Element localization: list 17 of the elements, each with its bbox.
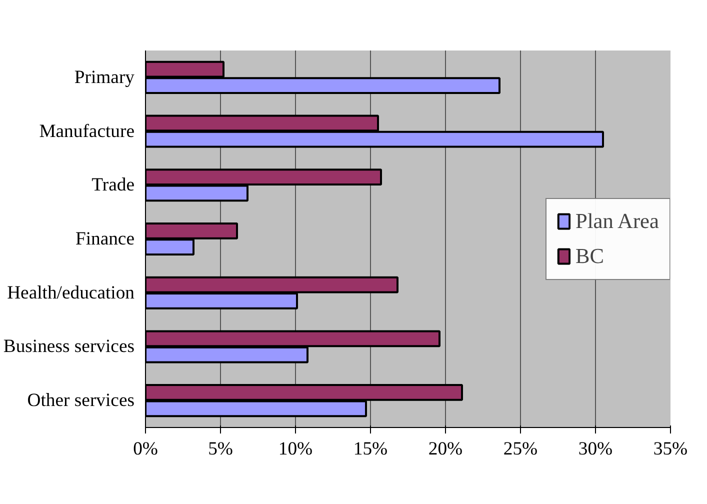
x-tick-label: 5% [208,438,233,460]
x-tick-label: 15% [353,438,388,460]
legend-label: BC [575,244,604,268]
y-tick-label: Finance [75,228,135,250]
x-tick-label: 0% [133,438,158,460]
x-tick-label: 25% [503,438,538,460]
y-tick-label: Primary [74,66,136,88]
x-tick-label: 30% [578,438,613,460]
y-tick-label: Other services [27,390,135,412]
y-tick-label: Health/education [7,282,136,304]
y-tick-label: Trade [92,174,134,196]
x-tick-label: 10% [278,438,313,460]
y-tick-label: Business services [3,336,135,358]
y-tick-label: Manufacture [39,120,135,142]
legend-label: Plan Area [575,208,659,234]
x-tick-label: 35% [653,438,688,460]
x-tick-label: 20% [428,438,463,460]
